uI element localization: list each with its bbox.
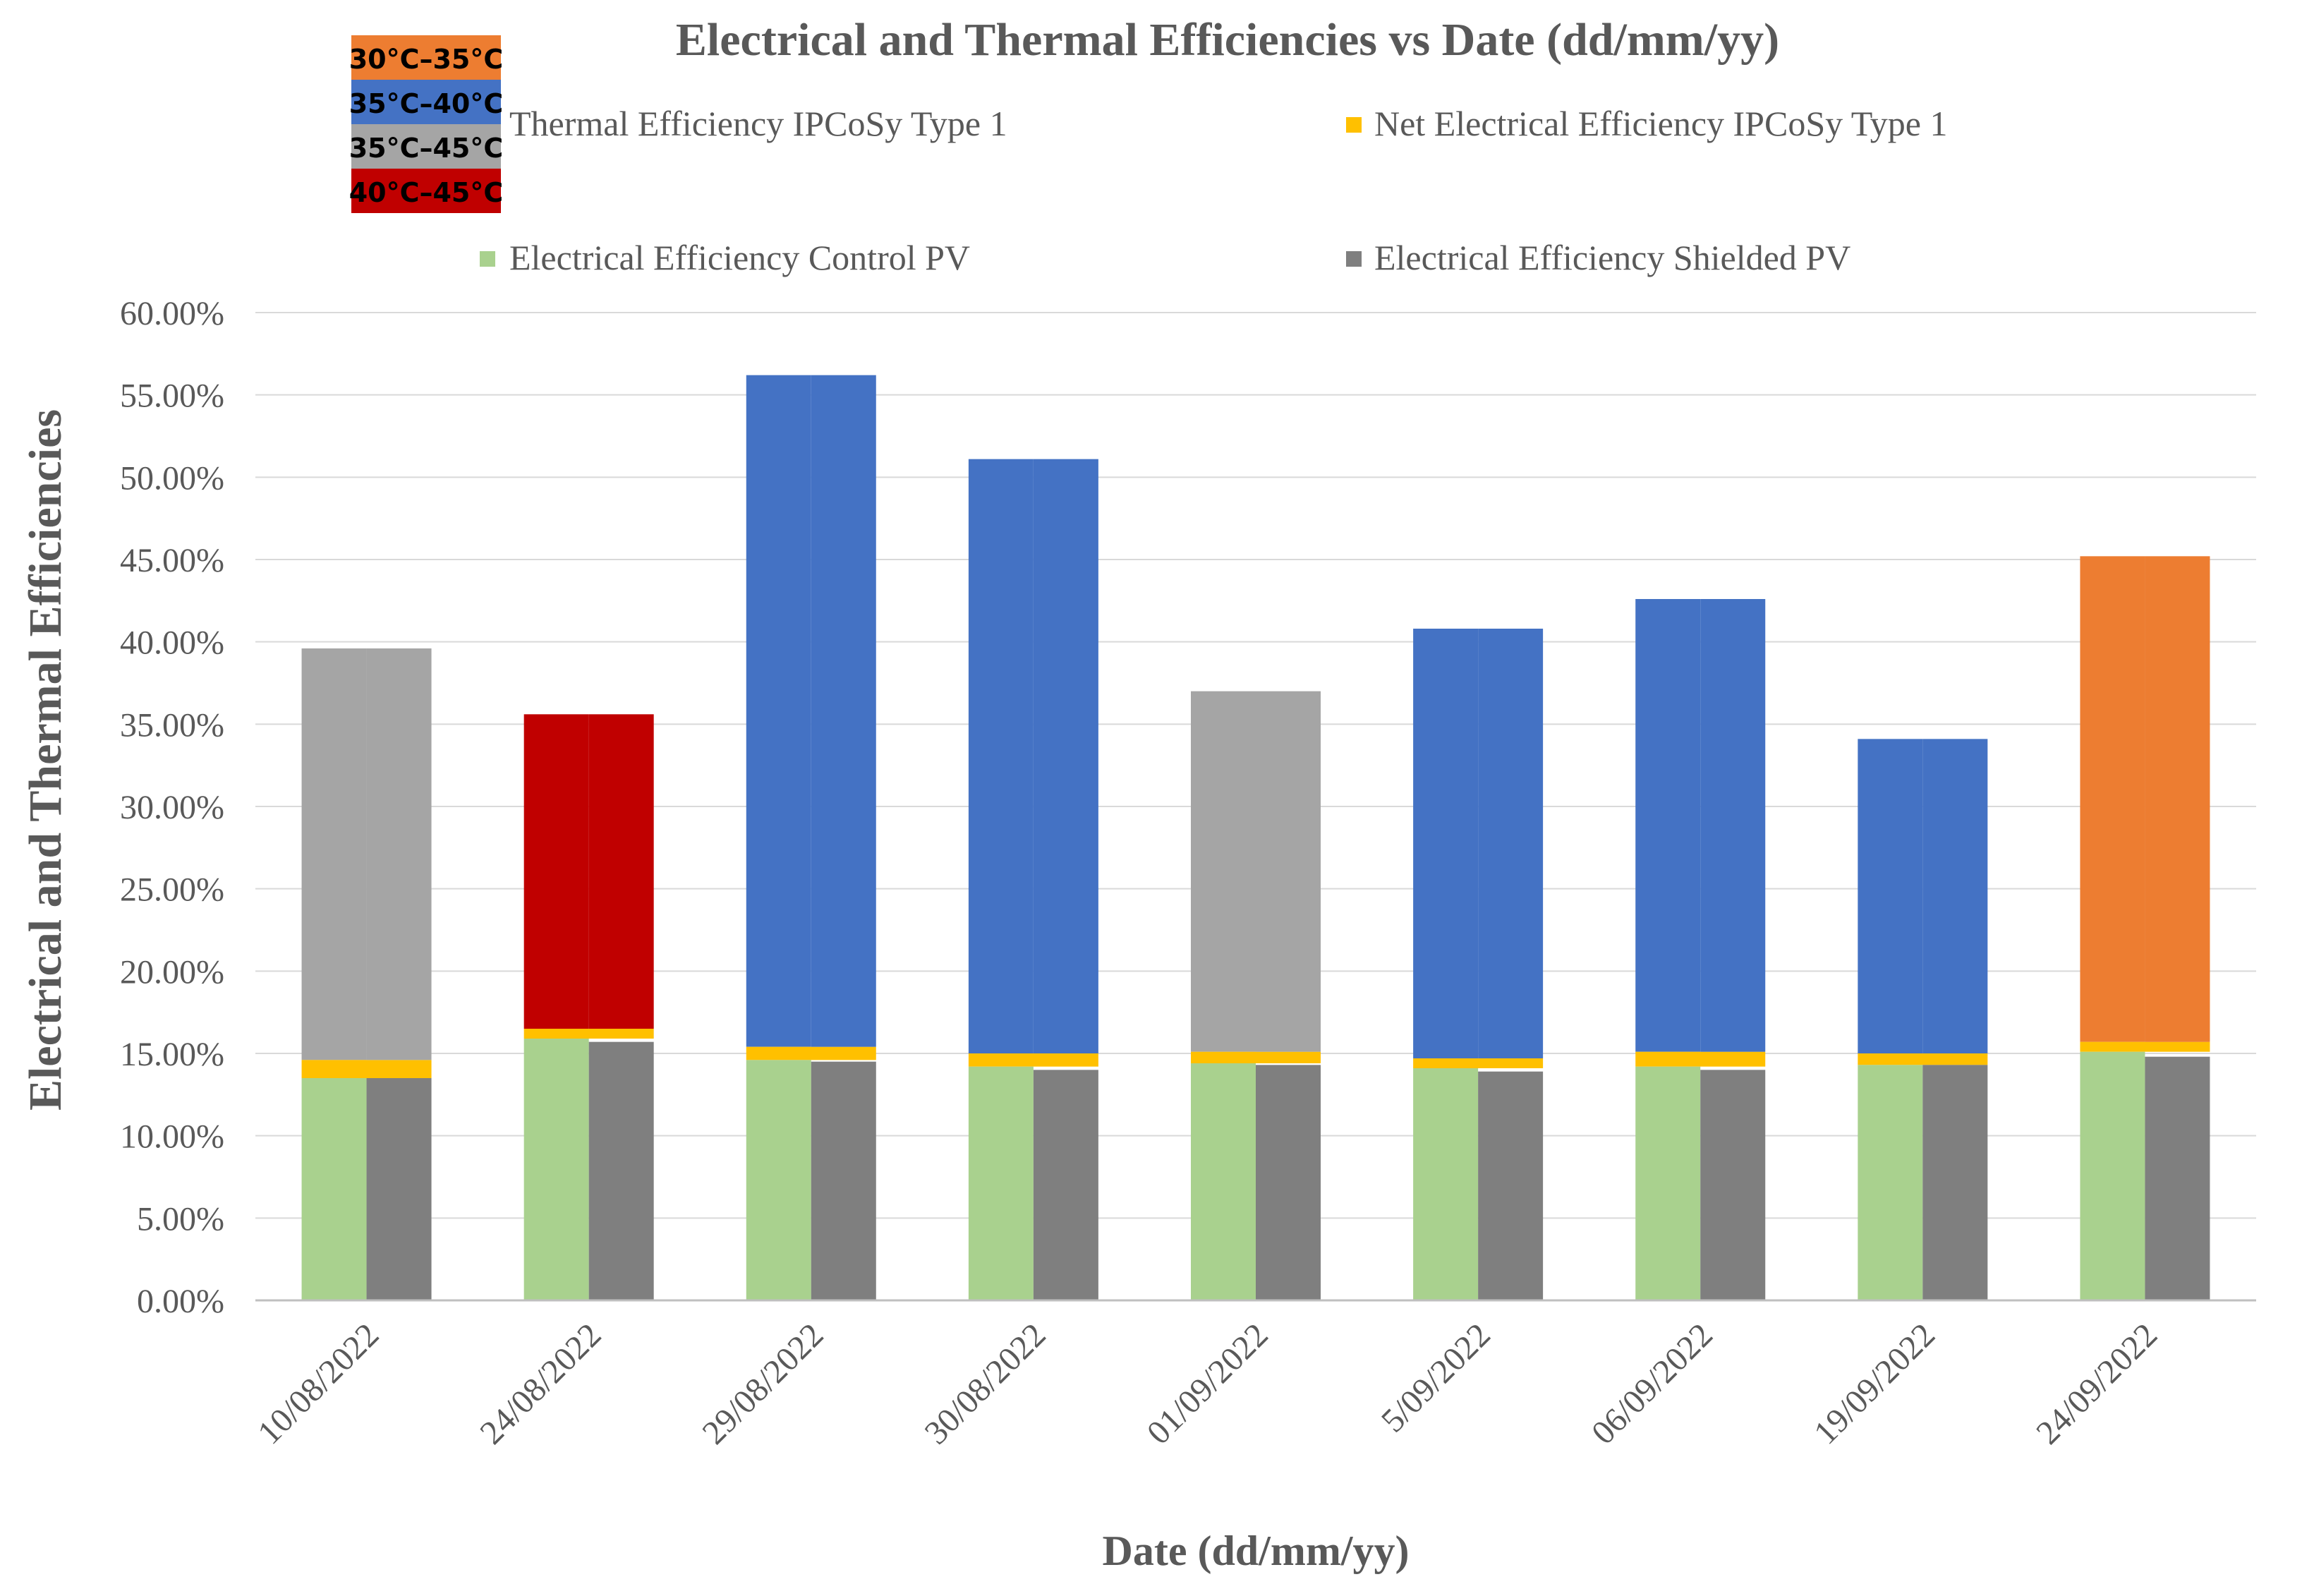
bars (301, 375, 2210, 1300)
legend: Thermal Efficiency IPCoSy Type 1 Net Ele… (480, 104, 1947, 277)
y-tick-label: 10.00% (120, 1118, 224, 1156)
legend-swatch-shielded-pv (1346, 251, 1362, 267)
y-tick-label: 15.00% (120, 1036, 224, 1073)
y-axis-title: Electrical and Thermal Efficiencies (20, 409, 71, 1111)
legend-label-thermal: Thermal Efficiency IPCoSy Type 1 (509, 104, 1007, 143)
bar-control-pv (2080, 1051, 2145, 1300)
bar-thermal-efficiency (366, 648, 432, 1060)
y-tick-label: 40.00% (120, 624, 224, 662)
temperature-key-swatch-3 (351, 124, 501, 169)
bar-net-electrical-efficiency (1635, 1051, 1766, 1067)
bar-thermal-efficiency (1922, 739, 1988, 1053)
bar-control-pv (1635, 1066, 1701, 1300)
bar-control-pv (523, 1039, 589, 1300)
y-tick-label: 55.00% (120, 377, 224, 415)
x-tick-label: 29/08/2022 (695, 1316, 830, 1451)
bar-net-electrical-efficiency (2080, 1041, 2210, 1052)
x-tick-label: 24/09/2022 (2029, 1316, 2164, 1451)
bar-thermal-efficiency (2145, 556, 2210, 1042)
bar-control-pv (301, 1078, 367, 1300)
bar-net-electrical-efficiency (301, 1060, 432, 1078)
x-tick-label: 19/09/2022 (1807, 1316, 1942, 1451)
bar-thermal-efficiency (1635, 599, 1701, 1052)
bar-shielded-pv (1033, 1070, 1098, 1300)
y-tick-label: 25.00% (120, 871, 224, 909)
bar-shielded-pv (366, 1078, 432, 1300)
bar-thermal-efficiency (523, 714, 589, 1029)
y-tick-label: 30.00% (120, 789, 224, 826)
bar-control-pv (968, 1066, 1034, 1300)
legend-swatch-net-electrical (1346, 117, 1362, 133)
bar-shielded-pv (1700, 1070, 1766, 1300)
bar-net-electrical-efficiency (968, 1053, 1098, 1067)
bar-shielded-pv (1256, 1065, 1321, 1300)
bar-thermal-efficiency (1858, 739, 1923, 1053)
y-tick-label: 60.00% (120, 295, 224, 332)
y-tick-label: 45.00% (120, 542, 224, 579)
x-tick-label: 24/08/2022 (473, 1316, 608, 1451)
bar-thermal-efficiency (968, 459, 1034, 1053)
y-tick-label: 0.00% (137, 1283, 224, 1320)
x-tick-label: 06/09/2022 (1585, 1316, 1720, 1451)
temperature-key-label-2: 35°C–40°C (349, 88, 504, 119)
x-tick-label: 5/09/2022 (1374, 1316, 1498, 1439)
y-tick-label: 5.00% (137, 1200, 224, 1238)
bar-control-pv (1191, 1063, 1256, 1300)
temperature-key-swatch-2 (351, 80, 501, 124)
bar-shielded-pv (1478, 1071, 1544, 1300)
y-axis-ticks: 0.00% 5.00% 10.00% 15.00% 20.00% 25.00% 30.00%… (120, 295, 224, 1320)
bar-net-electrical-efficiency (1191, 1051, 1321, 1063)
bar-net-electrical-efficiency (523, 1029, 654, 1039)
bar-thermal-efficiency (1033, 459, 1098, 1053)
temperature-key-label-4: 40°C–45°C (349, 177, 504, 208)
y-tick-label: 35.00% (120, 706, 224, 744)
x-tick-label: 01/09/2022 (1140, 1316, 1276, 1451)
bar-net-electrical-efficiency (1858, 1053, 1988, 1065)
temperature-key-label-1: 30°C–35°C (349, 44, 504, 75)
y-tick-label: 20.00% (120, 953, 224, 991)
x-axis-ticks: 10/08/2022 24/08/2022 29/08/2022 30/08/2022… (250, 1316, 2164, 1451)
x-axis-title: Date (dd/mm/yy) (1103, 1528, 1410, 1574)
bar-thermal-efficiency (2080, 556, 2145, 1042)
bar-control-pv (1858, 1065, 1923, 1300)
bar-thermal-efficiency (811, 375, 876, 1047)
bar-thermal-efficiency (1191, 691, 1256, 1052)
bar-thermal-efficiency (1700, 599, 1766, 1052)
y-tick-label: 50.00% (120, 459, 224, 497)
x-tick-label: 10/08/2022 (250, 1316, 386, 1451)
temperature-key-swatch-1 (351, 35, 501, 80)
temperature-key: 30°C–35°C 35°C–40°C 35°C–45°C 40°C–45°C (349, 35, 504, 213)
temperature-key-label-3: 35°C–45°C (349, 133, 504, 164)
bar-shielded-pv (588, 1041, 654, 1300)
bar-thermal-efficiency (1478, 629, 1544, 1058)
bar-control-pv (1413, 1068, 1479, 1300)
legend-label-control-pv: Electrical Efficiency Control PV (509, 238, 970, 277)
bar-thermal-efficiency (588, 714, 654, 1029)
bar-net-electrical-efficiency (746, 1046, 876, 1060)
bar-shielded-pv (1922, 1065, 1988, 1300)
bar-control-pv (746, 1060, 811, 1300)
x-tick-label: 30/08/2022 (918, 1316, 1053, 1451)
bar-net-electrical-efficiency (1413, 1058, 1544, 1068)
bar-shielded-pv (2145, 1056, 2210, 1300)
temperature-key-swatch-4 (351, 169, 501, 213)
bar-thermal-efficiency (1413, 629, 1479, 1058)
bar-shielded-pv (811, 1061, 876, 1300)
chart-title: Electrical and Thermal Efficiencies vs D… (676, 14, 1779, 66)
bar-thermal-efficiency (746, 375, 811, 1047)
legend-label-shielded-pv: Electrical Efficiency Shielded PV (1374, 238, 1850, 277)
bar-thermal-efficiency (1256, 691, 1321, 1052)
bar-thermal-efficiency (301, 648, 367, 1060)
legend-swatch-control-pv (480, 251, 495, 267)
legend-label-net-electrical: Net Electrical Efficiency IPCoSy Type 1 (1374, 104, 1947, 143)
